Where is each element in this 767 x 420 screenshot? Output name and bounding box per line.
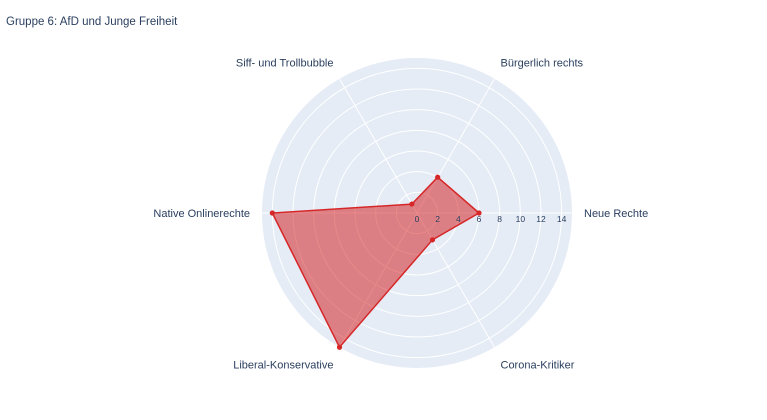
radial-tick-label: 10 (516, 214, 526, 224)
series-layer (269, 174, 482, 350)
grid-spoke (339, 78, 418, 214)
data-point-3 (409, 201, 415, 207)
data-point-4 (269, 210, 275, 216)
category-label: Liberal-Konservative (233, 360, 333, 372)
chart-title: Gruppe 6: AfD und Junge Freiheit (6, 16, 178, 28)
radial-tick-label: 14 (557, 214, 567, 224)
radial-tick-labels: 0 2 4 6 8 10 12 14 (415, 214, 567, 224)
radial-tick-label: 2 (435, 214, 440, 224)
data-point-6 (429, 237, 436, 243)
category-label: Siff- und Trollbubble (236, 57, 334, 69)
radial-tick-label: 12 (536, 214, 546, 224)
data-point-5 (336, 344, 343, 350)
radial-tick-label: 6 (477, 214, 482, 224)
category-labels: Neue Rechte Bürgerlich rechts Siff- und Tr… (153, 57, 648, 371)
category-label: Native Onlinerechte (153, 208, 250, 220)
category-label: Neue Rechte (584, 208, 648, 220)
category-label: Corona-Kritiker (501, 360, 575, 372)
data-point-2 (435, 174, 441, 180)
category-label: Bürgerlich rechts (501, 57, 584, 69)
data-point-1 (476, 210, 482, 216)
radial-tick-label: 0 (415, 214, 420, 224)
radial-tick-label: 8 (497, 214, 502, 224)
radial-tick-label: 4 (456, 214, 461, 224)
